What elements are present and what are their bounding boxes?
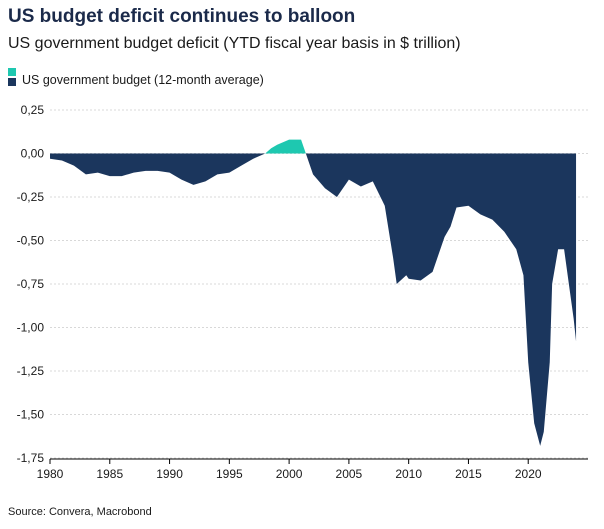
chart-canvas: 0,25 0,00 -0,25 -0,50 -0,75 -1,00 -1,25 -1,50 -1…: [17, 103, 588, 481]
x-tick-label: 2005: [336, 467, 363, 481]
legend-label: US government budget (12-month average): [22, 73, 264, 87]
x-tick-label: 1990: [156, 467, 183, 481]
x-tick-label: 1980: [37, 467, 64, 481]
y-tick-label: 0,00: [21, 147, 45, 161]
chart-subtitle: US government budget deficit (YTD fiscal…: [8, 35, 461, 52]
y-tick-label: -0,25: [17, 190, 45, 204]
x-tick-label: 2000: [276, 467, 303, 481]
y-tick-label: -0,50: [17, 234, 45, 248]
y-tick-label: -1,00: [17, 321, 45, 335]
x-tick-label: 2015: [455, 467, 482, 481]
deficit-area: [50, 153, 577, 446]
source-note: Source: Convera, Macrobond: [8, 506, 152, 518]
x-tick-label: 2020: [515, 467, 542, 481]
surplus-area: [50, 139, 577, 154]
legend-swatch-deficit: [8, 78, 16, 86]
y-tick-label: -1,50: [17, 408, 45, 422]
legend-swatch-surplus: [8, 68, 16, 76]
y-tick-label: -1,25: [17, 364, 45, 378]
y-tick-label: -0,75: [17, 277, 45, 291]
x-tick-label: 2010: [395, 467, 422, 481]
x-tick-label: 1985: [96, 467, 123, 481]
x-tick-label: 1995: [216, 467, 243, 481]
y-tick-label: 0,25: [21, 103, 45, 117]
y-tick-label: -1,75: [17, 451, 45, 465]
chart-title: US budget deficit continues to balloon: [8, 6, 356, 27]
